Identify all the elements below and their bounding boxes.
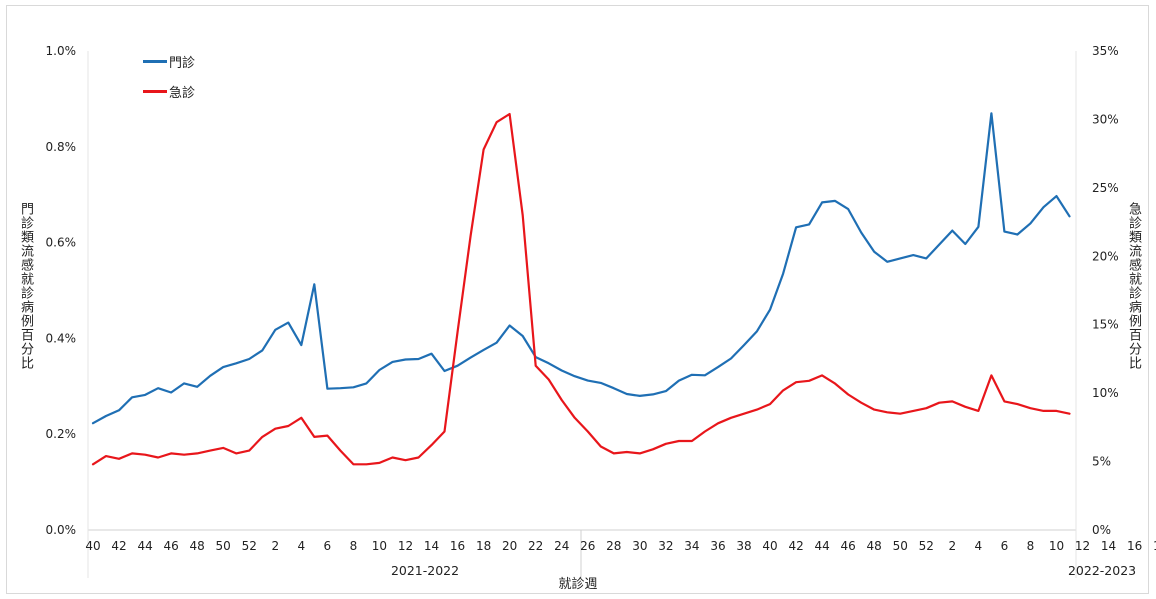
x-tick-label: 50 xyxy=(216,539,231,553)
x-tick-label: 14 xyxy=(424,539,439,553)
y-left-tick-label: 0.4% xyxy=(46,331,77,345)
y-left-tick-label: 0.2% xyxy=(46,427,77,441)
x-tick-label: 30 xyxy=(632,539,647,553)
x-tick-label: 40 xyxy=(762,539,777,553)
x-tick-label: 6 xyxy=(324,539,332,553)
x-tick-label: 18 xyxy=(476,539,491,553)
x-tick-label: 50 xyxy=(893,539,908,553)
y-left-tick-label: 0.6% xyxy=(46,236,77,250)
x-tick-label: 52 xyxy=(242,539,257,553)
x-tick-label: 14 xyxy=(1101,539,1116,553)
y-axis-right-label: 急診類流感就診病例百分比 xyxy=(1126,202,1141,370)
legend-label-outpatient: 門診 xyxy=(169,56,196,71)
x-tick-label: 44 xyxy=(137,539,152,553)
x-tick-label: 48 xyxy=(867,539,882,553)
y-left-tick-label: 0.0% xyxy=(46,523,77,537)
x-tick-label: 8 xyxy=(1027,539,1035,553)
y-right-tick-label: 35% xyxy=(1092,44,1119,58)
season-group-label: 2022-2023 xyxy=(1068,563,1136,578)
legend-label-emergency: 急診 xyxy=(169,86,196,101)
legend-swatch-outpatient xyxy=(143,60,167,63)
legend-item-outpatient: 門診 xyxy=(143,52,195,71)
x-tick-label: 44 xyxy=(814,539,829,553)
x-tick-label: 20 xyxy=(502,539,517,553)
x-tick-label: 12 xyxy=(398,539,413,553)
x-tick-label: 4 xyxy=(297,539,305,553)
y-right-tick-label: 30% xyxy=(1092,112,1119,126)
x-tick-label: 32 xyxy=(658,539,673,553)
x-tick-label: 4 xyxy=(975,539,983,553)
legend-swatch-emergency xyxy=(143,90,167,93)
y-right-tick-label: 25% xyxy=(1092,181,1119,195)
x-tick-label: 12 xyxy=(1075,539,1090,553)
x-tick-label: 52 xyxy=(919,539,934,553)
x-tick-label: 2 xyxy=(948,539,956,553)
x-tick-label: 34 xyxy=(684,539,699,553)
x-tick-label: 48 xyxy=(190,539,205,553)
x-tick-label: 22 xyxy=(528,539,543,553)
x-tick-label: 16 xyxy=(1127,539,1142,553)
x-tick-label: 6 xyxy=(1001,539,1009,553)
y-right-tick-label: 0% xyxy=(1092,523,1111,537)
x-tick-label: 18 xyxy=(1153,539,1156,553)
x-tick-label: 2 xyxy=(271,539,279,553)
legend-item-emergency: 急診 xyxy=(143,82,195,101)
series-line-outpatient xyxy=(91,112,1071,425)
x-tick-label: 36 xyxy=(710,539,725,553)
chart-axes: 0.0% 0.2% 0.4% 0.6% 0.8% 1.0% 0% 5% 10% 15% 20% 25%… xyxy=(46,44,1156,578)
x-tick-label: 8 xyxy=(350,539,358,553)
x-tick-label: 40 xyxy=(85,539,100,553)
x-tick-label: 42 xyxy=(788,539,803,553)
x-tick-label: 24 xyxy=(554,539,569,553)
x-tick-label: 38 xyxy=(736,539,751,553)
y-left-tick-label: 0.8% xyxy=(46,140,77,154)
x-tick-label: 26 xyxy=(580,539,595,553)
x-tick-label: 46 xyxy=(841,539,856,553)
chart-frame xyxy=(6,5,1149,594)
series-line-emergency xyxy=(91,112,1071,466)
x-tick-label: 42 xyxy=(111,539,126,553)
y-right-tick-label: 5% xyxy=(1092,455,1111,469)
y-axis-left-label: 門診類流感就診病例百分比 xyxy=(18,202,33,370)
x-tick-label: 46 xyxy=(163,539,178,553)
y-right-tick-label: 10% xyxy=(1092,386,1119,400)
x-tick-label: 10 xyxy=(372,539,387,553)
y-right-tick-label: 15% xyxy=(1092,318,1119,332)
x-tick-label: 10 xyxy=(1049,539,1064,553)
x-tick-label: 16 xyxy=(450,539,465,553)
x-axis-label: 就診週 xyxy=(558,577,598,592)
y-left-tick-label: 1.0% xyxy=(46,44,77,58)
chart-series xyxy=(91,112,1071,466)
season-group-label: 2021-2022 xyxy=(391,563,459,578)
x-tick-label: 28 xyxy=(606,539,621,553)
y-right-tick-label: 20% xyxy=(1092,249,1119,263)
